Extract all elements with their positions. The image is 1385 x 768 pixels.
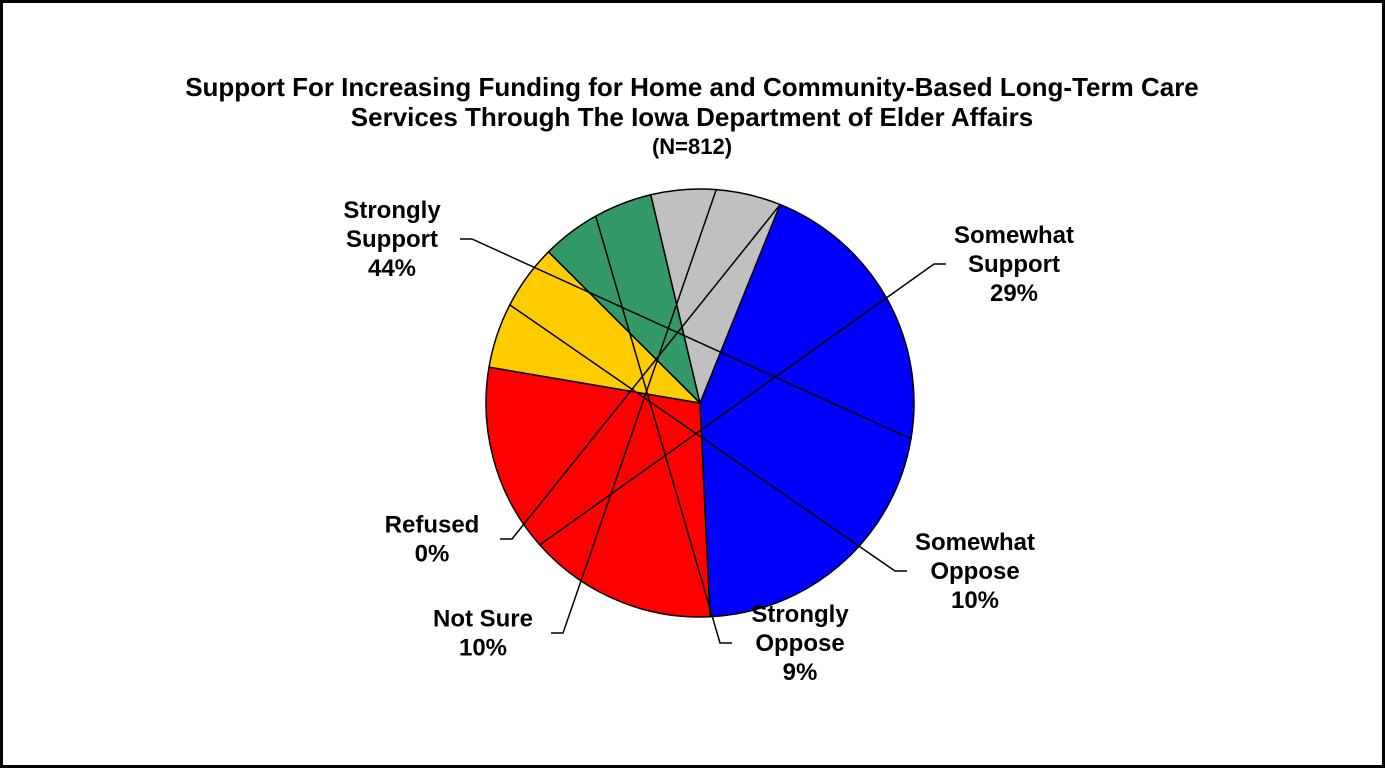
slice-value-somewhat-support: 29% xyxy=(990,280,1038,307)
slice-value-not-sure: 10% xyxy=(459,635,507,662)
leader-line-somewhat-oppose xyxy=(509,304,907,572)
leader-line-strongly-support xyxy=(460,238,912,440)
slice-value-strongly-support: 44% xyxy=(368,255,416,282)
slice-value-refused: 0% xyxy=(415,541,450,568)
leader-line-somewhat-support xyxy=(539,263,946,546)
leader-line-strongly-oppose xyxy=(594,215,732,644)
slice-name-refused: Refused xyxy=(385,512,480,539)
slice-name-strongly-support: Strongly xyxy=(343,197,441,224)
slice-label-refused: Refused 0% xyxy=(385,512,480,568)
leader-line-not-sure xyxy=(551,189,717,634)
chart-subtitle: (N=812) xyxy=(652,134,732,159)
slice-label-strongly-support: Strongly Support 44% xyxy=(343,197,441,282)
slice-value-somewhat-oppose: 10% xyxy=(951,587,999,614)
slice-label-not-sure: Not Sure 10% xyxy=(433,606,533,662)
slice-name-somewhat-support: Support xyxy=(968,251,1060,278)
leader-line-refused xyxy=(500,204,781,540)
chart-title-line2: Services Through The Iowa Department of … xyxy=(351,102,1033,132)
slice-name-not-sure: Not Sure xyxy=(433,606,533,633)
slice-name-strongly-support: Support xyxy=(346,226,438,253)
slice-label-strongly-oppose: Strongly Oppose 9% xyxy=(751,601,849,686)
chart-title-line1: Support For Increasing Funding for Home … xyxy=(185,72,1199,102)
slice-name-strongly-oppose: Oppose xyxy=(755,630,844,657)
slice-name-somewhat-oppose: Oppose xyxy=(930,558,1019,585)
slice-label-somewhat-support: Somewhat Support 29% xyxy=(954,222,1074,307)
slice-name-somewhat-support: Somewhat xyxy=(954,222,1074,249)
slice-value-strongly-oppose: 9% xyxy=(783,659,818,686)
slice-name-strongly-oppose: Strongly xyxy=(751,601,849,628)
slice-label-somewhat-oppose: Somewhat Oppose 10% xyxy=(915,529,1035,614)
slice-name-somewhat-oppose: Somewhat xyxy=(915,529,1035,556)
